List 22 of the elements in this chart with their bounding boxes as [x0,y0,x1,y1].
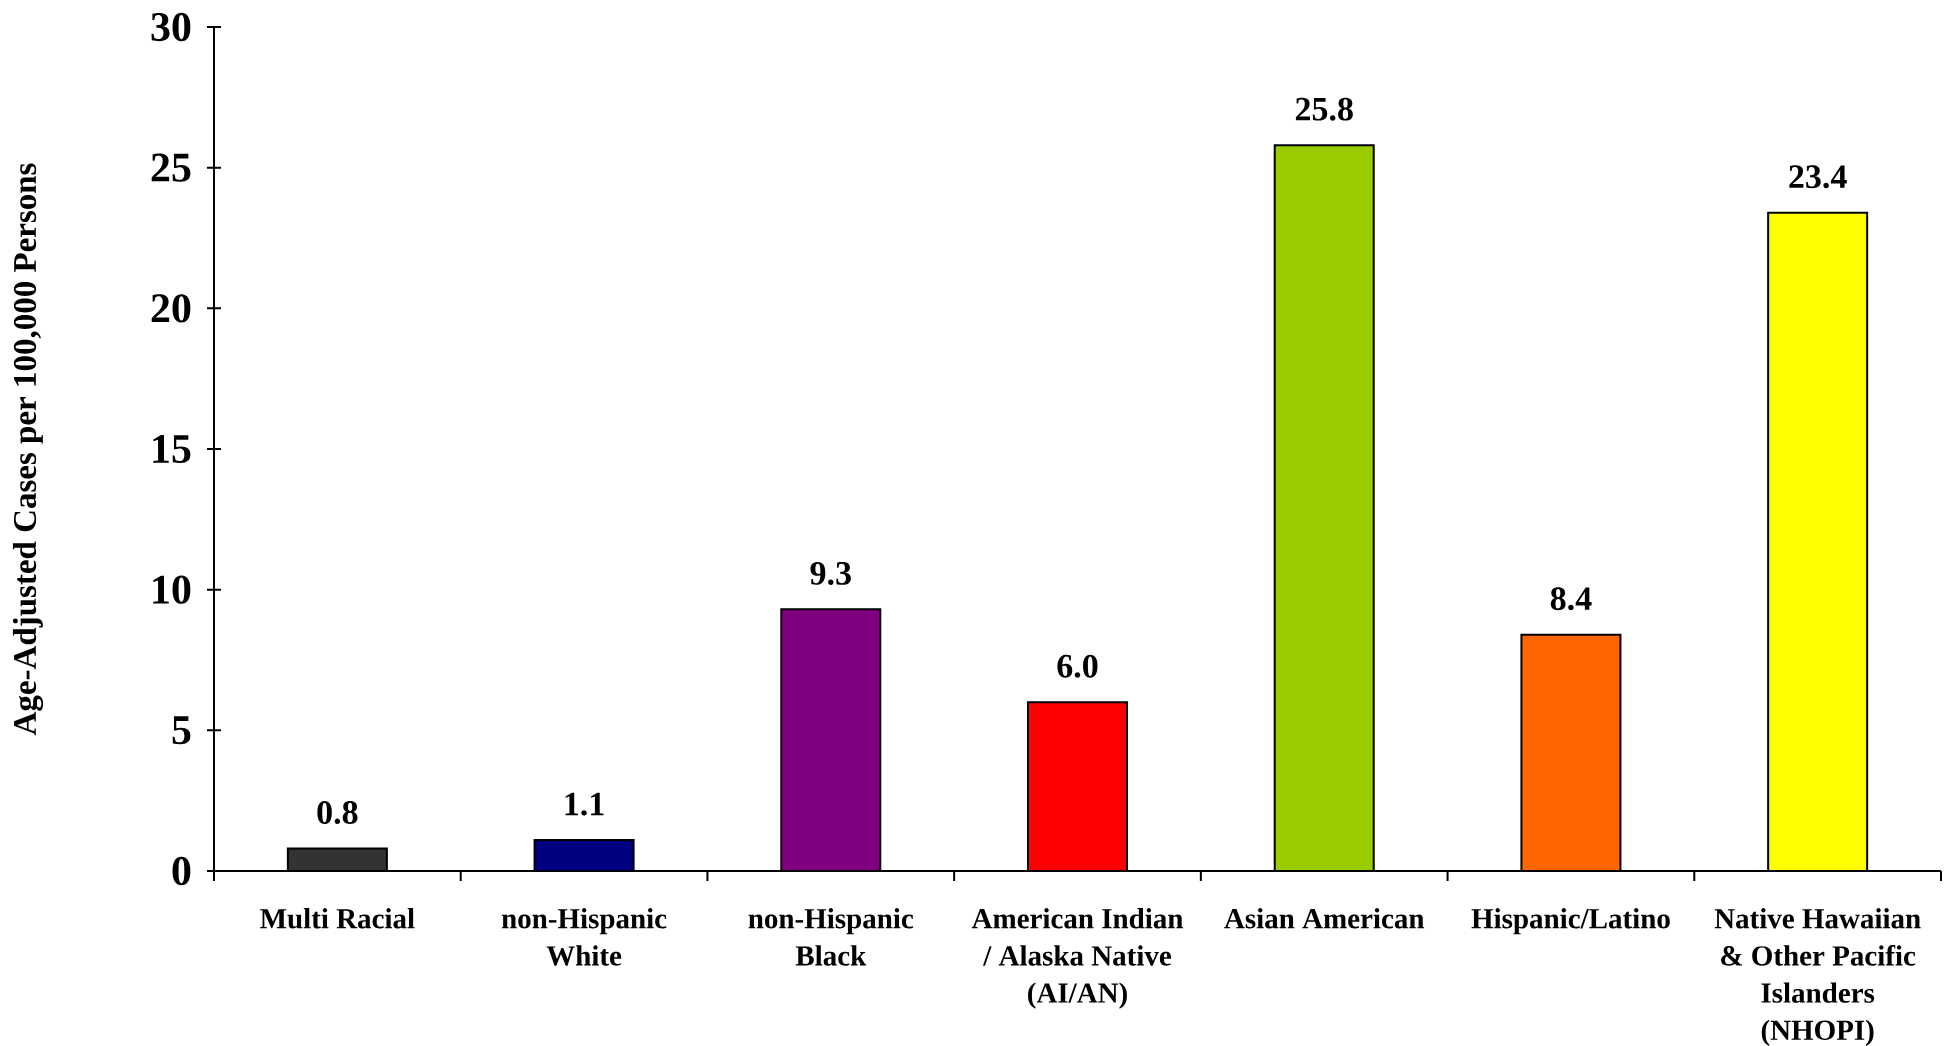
y-tick-label: 0 [172,856,191,886]
y-tick-label: 15 [153,434,191,464]
y-tick-label: 20 [151,294,191,323]
x-tick-label: American Indian / Alaska Native (AI/AN) [971,908,1183,1009]
data-label: 8.4 [1550,587,1592,611]
y-tick-label: 30 [151,12,191,42]
y-tick-label: 5 [172,716,191,745]
data-label: 25.8 [1295,97,1353,121]
x-tick-label: non-Hispanic White [501,908,667,966]
x-tick-label: Native Hawaiian & Other Pacific Islanders (NHOPI) [1714,908,1921,1046]
data-label: 0.8 [317,801,358,825]
x-tick-label: non-Hispanic Black [748,908,914,966]
y-axis-title: Age-Adjusted Cases per 100,000 Persons [12,163,44,736]
data-label: 6.0 [1057,654,1098,678]
data-label: 9.3 [810,561,851,585]
y-tick-label: 25 [151,153,191,182]
x-tick-label: Asian American [1224,908,1425,929]
x-tick-label: Multi Racial [260,908,415,929]
x-tick-label: Hispanic/Latino [1471,908,1670,935]
data-label: 23.4 [1789,165,1847,189]
y-tick-label: 10 [153,575,191,604]
data-label: 1.1 [565,792,604,816]
